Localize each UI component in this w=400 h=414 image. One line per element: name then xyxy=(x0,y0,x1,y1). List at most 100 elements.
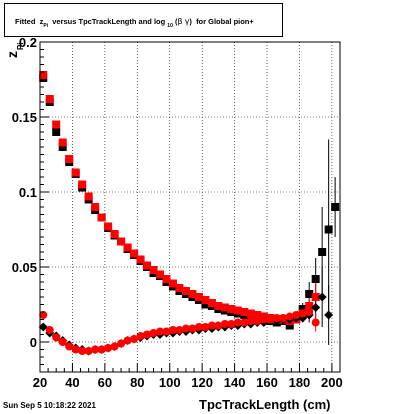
red-circle-point xyxy=(162,327,171,336)
red-square-point xyxy=(214,302,223,310)
red-circle-point xyxy=(143,330,152,339)
black-square-point xyxy=(298,305,307,313)
axis-ticks xyxy=(39,41,341,373)
red-square-point xyxy=(162,275,171,283)
black-square-point xyxy=(285,321,294,330)
x-tick-label: 80 xyxy=(130,375,144,390)
red-circle-point xyxy=(117,339,126,348)
x-tick-label: 120 xyxy=(191,375,213,390)
red-square-point xyxy=(45,95,54,103)
red-circle-point xyxy=(272,314,281,322)
red-circle-point xyxy=(84,347,93,355)
red-square-point xyxy=(110,230,119,238)
red-circle-point xyxy=(259,315,268,324)
red-circle-point xyxy=(181,324,190,333)
red-square-point xyxy=(78,180,87,189)
x-tick-label: 60 xyxy=(98,375,112,390)
x-axis-title: TpcTrackLength (cm) xyxy=(199,397,331,412)
red-circle-point xyxy=(194,323,203,331)
x-tick-label: 100 xyxy=(159,375,181,390)
red-circle-point xyxy=(305,308,314,316)
red-circle-point xyxy=(123,336,132,345)
red-square-point xyxy=(188,290,197,298)
red-circle-point xyxy=(214,321,223,330)
title-gamma: γ xyxy=(184,17,190,26)
y-axis-title-subscript: Pi xyxy=(16,42,25,50)
red-circle-point xyxy=(253,317,262,325)
red-square-point xyxy=(194,293,203,301)
red-square-point xyxy=(246,309,255,318)
title-z-subscript: Pi xyxy=(43,23,49,29)
red-square-point xyxy=(240,308,249,316)
red-square-point xyxy=(181,287,190,295)
red-circle-point xyxy=(110,342,119,351)
red-square-point xyxy=(97,213,106,222)
y-tick-label: 0.2 xyxy=(19,35,37,50)
red-circle-point xyxy=(45,326,54,334)
red-square-point xyxy=(71,168,80,177)
red-circle-point xyxy=(65,342,74,351)
red-circle-point xyxy=(71,345,80,354)
red-square-point xyxy=(156,270,164,279)
red-square-point xyxy=(168,279,177,288)
black-diamond-point xyxy=(311,303,321,312)
red-circle-point xyxy=(233,318,242,327)
black-square-point xyxy=(331,203,340,211)
red-circle-point xyxy=(285,312,294,321)
x-tick-label: 40 xyxy=(65,375,79,390)
red-circle-point xyxy=(279,314,288,322)
red-square-point xyxy=(84,192,93,201)
red-circle-point xyxy=(78,347,87,355)
y-axis-title: z xyxy=(4,51,20,58)
red-square-point xyxy=(58,138,67,147)
red-circle-point xyxy=(266,315,275,324)
red-square-point xyxy=(227,305,236,313)
red-circle-point xyxy=(91,345,100,354)
red-circle-point xyxy=(175,326,184,334)
red-circle-point xyxy=(149,329,158,337)
red-circle-point xyxy=(246,317,255,325)
title-z: z xyxy=(39,17,44,26)
x-tick-label: 20 xyxy=(33,375,47,390)
red-square-point xyxy=(104,222,113,231)
red-square-point xyxy=(149,266,158,274)
tick-labels: 20 40 60 80 100 120 140 160 180 200 0 0.05 0.1 0.15 0.… xyxy=(12,35,343,390)
red-circle-point xyxy=(220,320,229,328)
red-square-point xyxy=(52,120,61,129)
chart-title: Fitted zPi versus TpcTrackLength and log… xyxy=(15,17,254,29)
red-square-point xyxy=(233,306,242,315)
red-circle-point xyxy=(240,318,249,327)
black-square-point xyxy=(324,225,333,234)
black-square-point xyxy=(311,275,320,283)
red-square-point xyxy=(201,296,210,304)
black-square-point xyxy=(318,248,327,256)
red-square-point xyxy=(65,155,74,163)
red-circle-point xyxy=(97,345,106,354)
red-square-point xyxy=(207,299,216,307)
red-square-point xyxy=(91,203,100,211)
red-circle-point xyxy=(292,311,301,319)
x-tick-label: 160 xyxy=(256,375,278,390)
y-tick-label: 0.05 xyxy=(12,260,37,275)
red-circle-point xyxy=(156,327,164,336)
x-tick-label: 180 xyxy=(289,375,311,390)
black-diamond-point xyxy=(317,292,327,302)
red-square-point xyxy=(123,243,132,252)
title-log-subscript: 10 xyxy=(167,23,173,29)
x-tick-label: 200 xyxy=(321,375,343,390)
red-circle-point xyxy=(207,321,216,330)
title-close-paren: ) xyxy=(189,17,192,26)
title-middle: versus TpcTrackLength and log xyxy=(52,17,166,26)
red-circle-point xyxy=(168,326,177,334)
black-square-point xyxy=(58,143,67,151)
red-square-point xyxy=(117,237,126,246)
red-circle-point xyxy=(188,324,197,333)
red-circle-point xyxy=(201,323,210,331)
x-tick-label: 140 xyxy=(224,375,246,390)
red-circle-point xyxy=(130,335,139,343)
y-tick-label: 0 xyxy=(30,335,37,350)
title-prefix: Fitted xyxy=(15,17,36,26)
y-tick-label: 0.1 xyxy=(19,185,37,200)
red-circle-point xyxy=(58,338,67,346)
